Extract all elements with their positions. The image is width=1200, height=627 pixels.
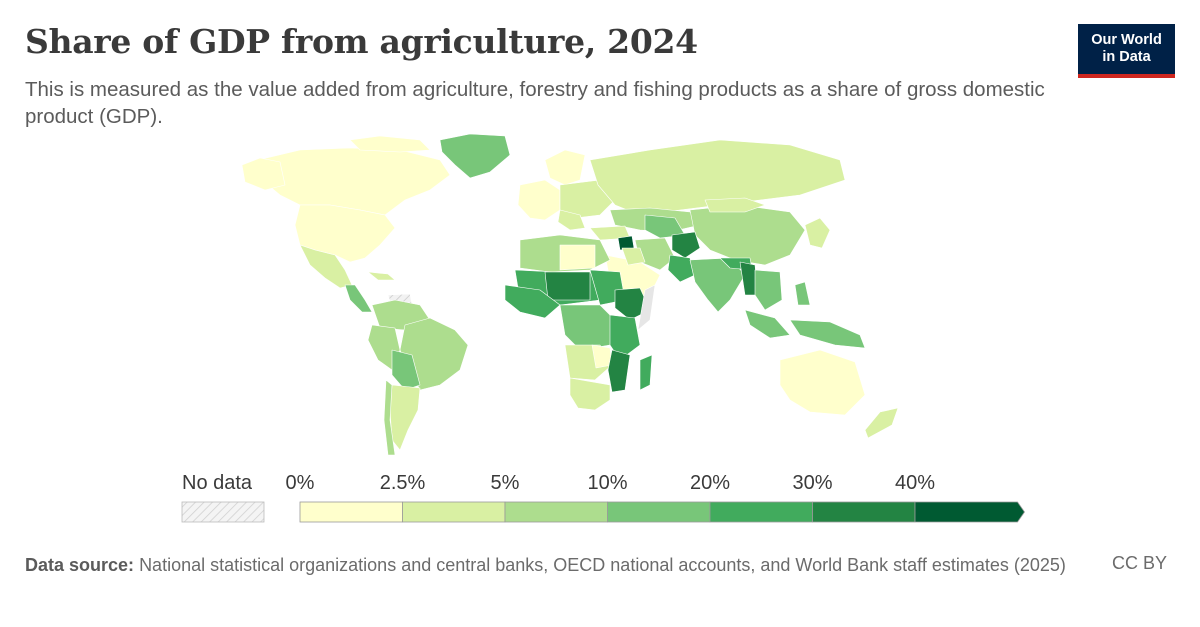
country-southeast-asia	[754, 269, 783, 311]
legend-bin-2	[504, 501, 608, 523]
country-somalia	[637, 284, 656, 331]
logo-accent-bar	[1078, 74, 1175, 78]
country-scandinavia	[544, 149, 586, 186]
country-central-africa	[559, 304, 616, 351]
country-cuba	[367, 271, 396, 281]
country-chile	[383, 379, 396, 456]
no-data-label: No data	[182, 472, 253, 494]
country-mozambique	[607, 349, 631, 393]
logo-line-1: Our World	[1091, 32, 1162, 48]
country-balkans	[557, 209, 586, 231]
chart-title: Share of GDP from agriculture, 2024	[25, 22, 698, 61]
country-afghanistan	[671, 231, 701, 259]
country-arctic-islands	[349, 135, 431, 153]
legend-bin-3	[607, 501, 711, 523]
legend-tick-label: 2.5%	[379, 472, 426, 494]
country-philippines	[794, 281, 811, 306]
country-libya	[559, 244, 596, 271]
owid-logo[interactable]: Our World in Data	[1078, 24, 1175, 78]
country-pakistan	[667, 254, 696, 283]
legend-tick-label: 10%	[587, 472, 628, 494]
legend-tick-label: 30%	[792, 472, 833, 494]
country-west-africa	[504, 284, 561, 319]
chart-subtitle: This is measured as the value added from…	[25, 78, 1045, 128]
country-indonesia-e	[789, 319, 866, 349]
legend-tick-label: 0%	[285, 472, 315, 494]
country-greenland	[439, 133, 511, 179]
source-text: National statistical organizations and c…	[139, 555, 1066, 575]
country-canada	[257, 147, 451, 216]
world-map	[241, 133, 899, 456]
country-chad-niger	[544, 271, 591, 301]
legend-bin-6	[914, 501, 1025, 523]
country-western-europe	[517, 179, 561, 221]
legend-tick-label: 20%	[689, 472, 731, 494]
legend-bin-1	[402, 501, 506, 523]
country-east-africa	[609, 314, 641, 361]
footer-source: Data source: National statistical organi…	[25, 553, 1085, 578]
legend-bar	[181, 501, 1025, 523]
legend-bin-0	[299, 501, 403, 523]
license-link[interactable]: CC BY	[1112, 553, 1168, 573]
country-madagascar	[639, 354, 653, 391]
country-korea-japan	[804, 217, 831, 249]
color-legend: No data 0% 2.5% 5% 10% 20% 30% 40%	[0, 468, 1200, 528]
no-data-swatch	[181, 501, 265, 523]
country-southern-africa	[569, 377, 611, 411]
country-argentina	[389, 384, 421, 451]
legend-tick-label: 40%	[894, 472, 936, 494]
legend-bin-5	[812, 501, 916, 523]
logo-line-2: in Data	[1102, 49, 1151, 65]
legend-tick-label: 5%	[490, 472, 520, 494]
country-russia	[589, 139, 846, 216]
country-iraq	[621, 247, 646, 266]
country-new-zealand	[864, 407, 899, 439]
legend-bin-4	[709, 501, 813, 523]
country-alaska	[241, 157, 286, 191]
country-mongolia	[704, 197, 766, 213]
country-china	[689, 204, 806, 266]
country-indonesia-w	[744, 309, 791, 339]
country-central-america	[344, 284, 373, 313]
country-australia	[779, 349, 866, 416]
source-label: Data source:	[25, 555, 135, 575]
